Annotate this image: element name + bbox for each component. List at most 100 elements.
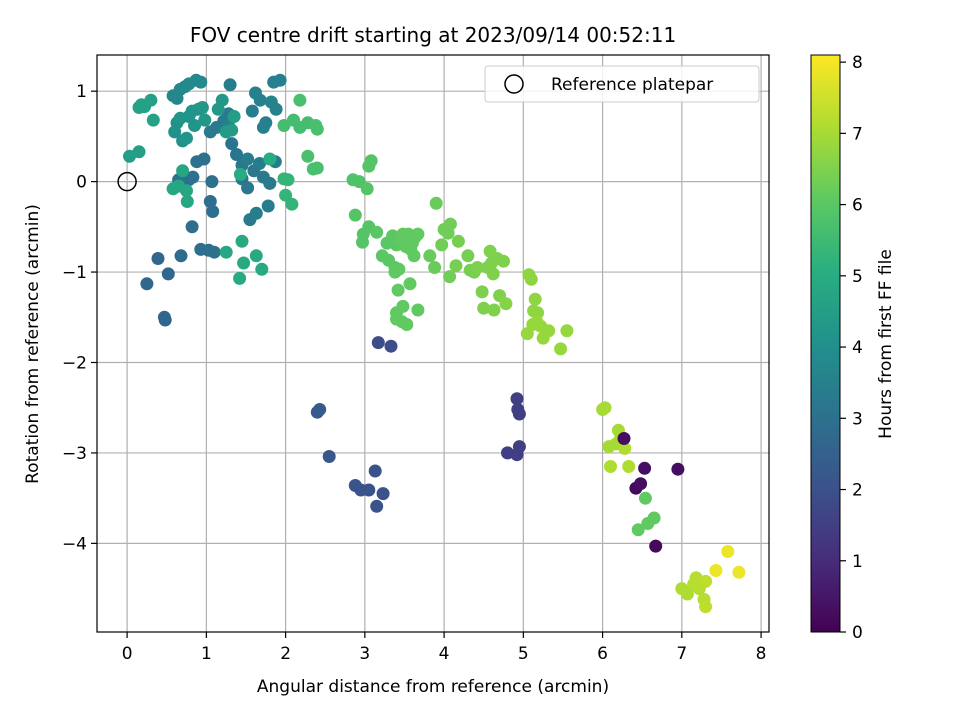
y-axis-ticks: 1 0 −1 −2 −3 −4 (62, 82, 97, 554)
scatter-point (634, 477, 648, 491)
scatter-point (140, 277, 154, 291)
scatter-point (249, 249, 263, 263)
scatter-point (647, 511, 661, 525)
x-axis-ticks: 0 1 2 3 4 5 6 7 8 (122, 632, 767, 664)
scatter-point (132, 145, 146, 159)
x-tick-label: 5 (518, 644, 529, 664)
scatter-point (223, 78, 237, 92)
scatter-point (281, 173, 295, 187)
scatter-point (449, 259, 463, 273)
scatter-point (259, 116, 273, 130)
scatter-point (542, 324, 556, 338)
scatter-point (180, 184, 193, 198)
scatter-point (622, 460, 636, 473)
legend-box (484, 65, 760, 103)
scatter-point (197, 152, 211, 166)
scatter-point (528, 292, 542, 306)
scatter-point (371, 336, 385, 350)
scatter-point (461, 249, 475, 263)
scatter-point (429, 196, 443, 210)
scatter-point (524, 272, 538, 286)
scatter-point (285, 197, 299, 211)
scatter-point (680, 587, 694, 601)
scatter-point (356, 235, 369, 249)
scatter-point (497, 254, 510, 268)
grid (97, 55, 769, 632)
scatter-point (370, 225, 384, 239)
colorbar-tick-label: 2 (852, 481, 863, 501)
colorbar-tick-label: 1 (852, 552, 863, 572)
scatter-point (477, 301, 491, 315)
scatter-point (264, 95, 278, 109)
scatter-point (301, 149, 315, 163)
scatter-point (241, 152, 255, 166)
colorbar-label: Hours from first FF file (876, 249, 896, 439)
scatter-point (499, 297, 513, 311)
x-tick-label: 6 (597, 644, 608, 664)
scatter-point (186, 170, 200, 184)
scatter-point (198, 113, 212, 127)
scatter-point (233, 167, 247, 181)
scatter-point (376, 487, 390, 501)
scatter-point (554, 342, 568, 356)
scatter-point (512, 407, 526, 421)
scatter-point (277, 119, 291, 132)
scatter-point (407, 249, 421, 263)
scatter-point (185, 220, 199, 234)
scatter-point (364, 154, 378, 168)
scatter-point (699, 600, 713, 614)
colorbar-gradient (810, 54, 841, 633)
scatter-point (263, 152, 277, 166)
scatter-point (362, 483, 376, 497)
scatter-point (249, 206, 263, 220)
scatter-point (721, 545, 735, 558)
scatter-point (368, 464, 382, 478)
scatter-point (158, 313, 172, 327)
scatter-point (225, 137, 239, 151)
y-tick-label: 1 (76, 82, 87, 102)
colorbar-tick-label: 8 (852, 53, 863, 73)
x-tick-label: 8 (756, 644, 767, 664)
scatter-point (348, 208, 362, 222)
x-axis-label: Angular distance from reference (arcmin) (257, 677, 609, 697)
x-tick-label: 3 (359, 644, 370, 664)
x-tick-label: 1 (201, 644, 212, 664)
scatter-point (253, 93, 267, 107)
scatter-point (360, 182, 374, 196)
scatter-point (293, 93, 307, 107)
scatter-point (598, 401, 612, 415)
scatter-point (174, 249, 188, 263)
scatter-point (310, 122, 324, 136)
scatter-point (370, 499, 384, 513)
x-tick-label: 7 (676, 644, 687, 664)
scatter-point (400, 318, 414, 331)
scatter-point (486, 267, 500, 281)
scatter-point (322, 450, 336, 463)
scatter-point (151, 252, 165, 265)
scatter-points (123, 73, 746, 614)
colorbar-ticks: 0 1 2 3 4 5 6 7 8 (840, 53, 863, 643)
scatter-point (146, 113, 160, 127)
scatter-point (233, 271, 247, 285)
scatter-point (188, 119, 201, 132)
scatter-point (144, 93, 158, 107)
colorbar-tick-label: 0 (852, 623, 863, 643)
colorbar-tick-label: 5 (852, 267, 863, 287)
scatter-point (560, 324, 574, 338)
y-tick-label: −2 (62, 353, 87, 373)
y-tick-label: −3 (62, 444, 87, 464)
scatter-point (273, 73, 287, 87)
scatter-point (604, 460, 617, 473)
scatter-point (161, 267, 175, 281)
scatter-point (617, 432, 631, 445)
colorbar-tick-label: 6 (852, 196, 863, 216)
scatter-point (227, 110, 241, 123)
legend-open-circle-icon (504, 74, 524, 94)
scatter-point (510, 392, 524, 406)
scatter-point (194, 75, 208, 89)
y-tick-label: 0 (76, 173, 87, 193)
scatter-point (709, 564, 723, 577)
scatter-point (435, 238, 449, 252)
scatter-point (310, 161, 324, 175)
